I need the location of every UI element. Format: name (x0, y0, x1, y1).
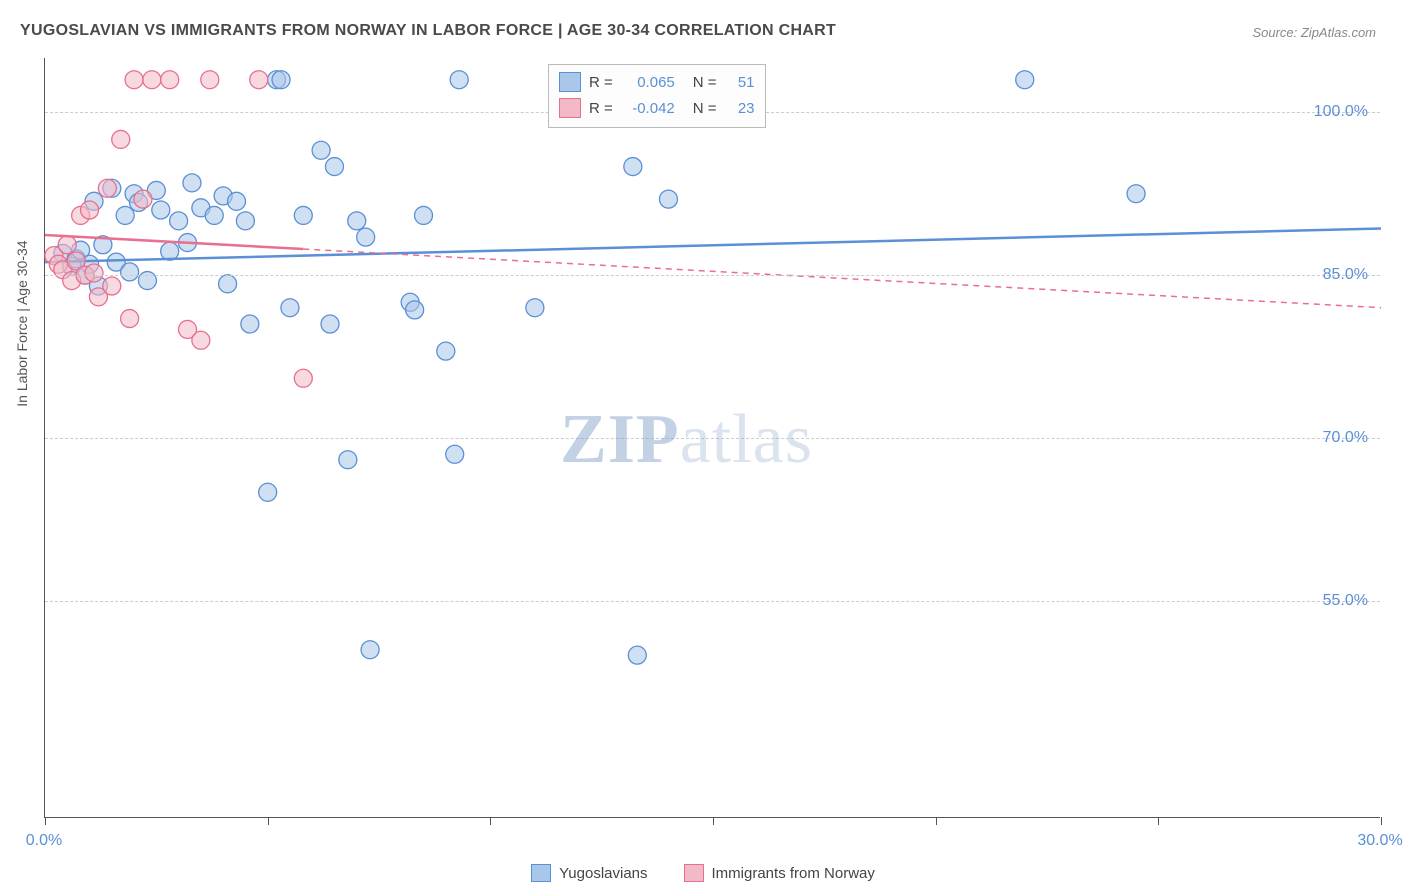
scatter-point (219, 275, 237, 293)
scatter-point (624, 158, 642, 176)
scatter-point (112, 130, 130, 148)
scatter-point (339, 451, 357, 469)
scatter-point (1127, 185, 1145, 203)
scatter-point (361, 641, 379, 659)
scatter-point (103, 277, 121, 295)
scatter-point (294, 206, 312, 224)
legend-swatch (684, 864, 704, 882)
scatter-point (134, 190, 152, 208)
watermark-bold: ZIP (560, 401, 680, 478)
n-label: N = (693, 74, 717, 91)
legend-swatch (559, 72, 581, 92)
scatter-point (259, 483, 277, 501)
trend-line-dashed (303, 249, 1381, 308)
n-value: 51 (725, 74, 755, 91)
n-label: N = (693, 100, 717, 117)
scatter-point (321, 315, 339, 333)
scatter-point (170, 212, 188, 230)
scatter-point (241, 315, 259, 333)
x-tick (713, 817, 714, 825)
scatter-point (348, 212, 366, 230)
x-tick (45, 817, 46, 825)
watermark-rest: atlas (680, 401, 813, 478)
legend-item: Yugoslavians (531, 864, 647, 882)
y-tick-label: 85.0% (1323, 266, 1368, 284)
x-tick (268, 817, 269, 825)
scatter-point (85, 264, 103, 282)
scatter-point (450, 71, 468, 89)
scatter-point (121, 310, 139, 328)
scatter-point (325, 158, 343, 176)
chart-title: YUGOSLAVIAN VS IMMIGRANTS FROM NORWAY IN… (20, 22, 836, 40)
y-axis-label: In Labor Force | Age 30-34 (14, 240, 30, 406)
scatter-point (281, 299, 299, 317)
x-tick (1381, 817, 1382, 825)
scatter-point (121, 263, 139, 281)
y-tick-label: 100.0% (1314, 103, 1368, 121)
scatter-point (437, 342, 455, 360)
scatter-point (161, 71, 179, 89)
legend-row: R = 0.065 N = 51 (559, 69, 755, 95)
scatter-point (205, 206, 223, 224)
x-tick (936, 817, 937, 825)
series-legend: Yugoslavians Immigrants from Norway (0, 864, 1406, 886)
watermark: ZIPatlas (560, 400, 813, 480)
scatter-point (357, 228, 375, 246)
x-tick (490, 817, 491, 825)
r-label: R = (589, 74, 613, 91)
n-value: 23 (725, 100, 755, 117)
scatter-point (98, 179, 116, 197)
scatter-point (272, 71, 290, 89)
scatter-point (1016, 71, 1034, 89)
scatter-point (628, 646, 646, 664)
scatter-point (446, 445, 464, 463)
legend-swatch (559, 98, 581, 118)
scatter-point (250, 71, 268, 89)
scatter-point (192, 331, 210, 349)
source-attribution: Source: ZipAtlas.com (1252, 25, 1376, 40)
scatter-point (406, 301, 424, 319)
scatter-point (415, 206, 433, 224)
scatter-point (116, 206, 134, 224)
y-tick-label: 70.0% (1323, 429, 1368, 447)
legend-swatch (531, 864, 551, 882)
gridline (45, 601, 1380, 602)
correlation-legend: R = 0.065 N = 51 R = -0.042 N = 23 (548, 64, 766, 128)
scatter-point (143, 71, 161, 89)
r-value: 0.065 (621, 74, 675, 91)
scatter-point (227, 192, 245, 210)
scatter-point (312, 141, 330, 159)
legend-label: Immigrants from Norway (712, 865, 875, 882)
scatter-point (201, 71, 219, 89)
scatter-point (294, 369, 312, 387)
y-tick-label: 55.0% (1323, 592, 1368, 610)
r-value: -0.042 (621, 100, 675, 117)
gridline (45, 275, 1380, 276)
scatter-point (58, 236, 76, 254)
scatter-point (81, 201, 99, 219)
scatter-point (659, 190, 677, 208)
x-tick (1158, 817, 1159, 825)
legend-label: Yugoslavians (559, 865, 647, 882)
r-label: R = (589, 100, 613, 117)
scatter-point (161, 242, 179, 260)
legend-row: R = -0.042 N = 23 (559, 95, 755, 121)
scatter-point (183, 174, 201, 192)
scatter-point (236, 212, 254, 230)
scatter-point (152, 201, 170, 219)
scatter-point (125, 71, 143, 89)
x-tick-label: 0.0% (26, 832, 62, 850)
x-tick-label: 30.0% (1357, 832, 1402, 850)
scatter-point (526, 299, 544, 317)
legend-item: Immigrants from Norway (684, 864, 875, 882)
